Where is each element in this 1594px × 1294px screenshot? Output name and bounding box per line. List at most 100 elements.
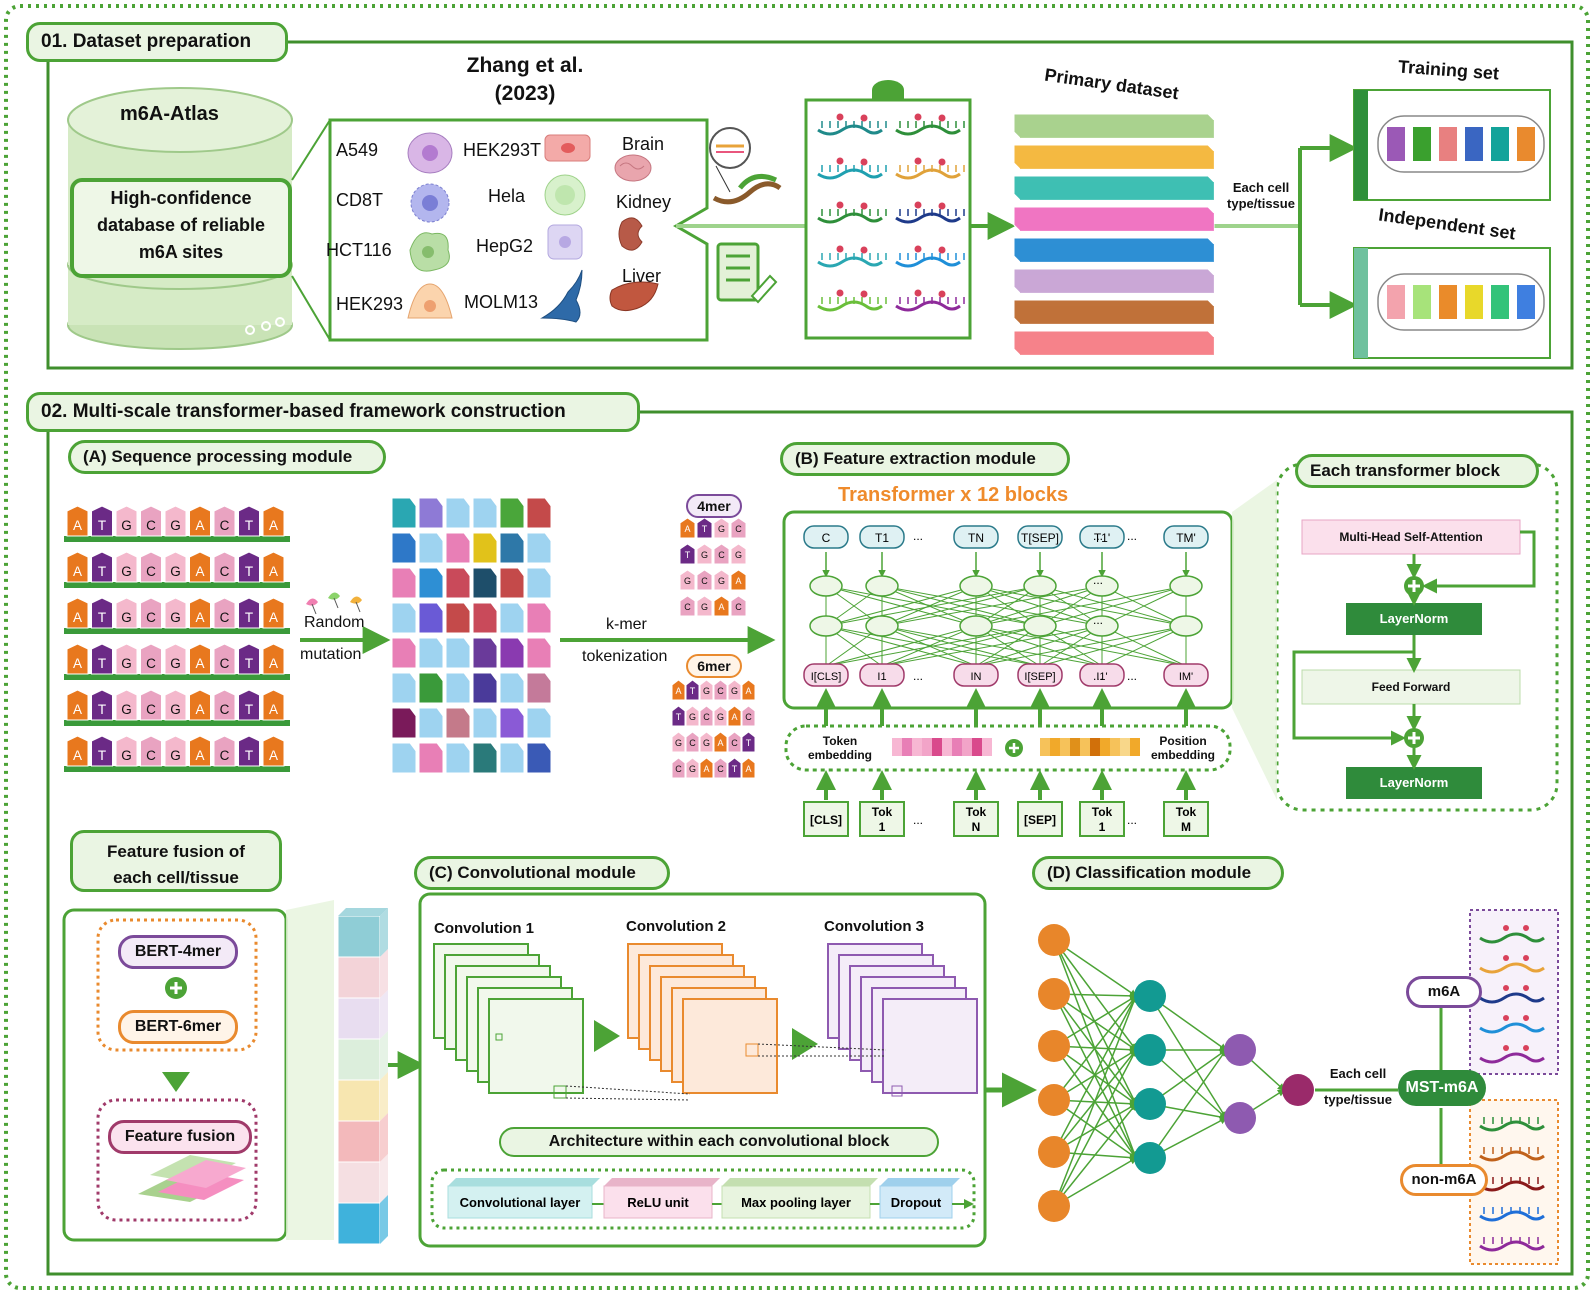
mutated-base	[499, 672, 525, 704]
mutated-base	[472, 532, 498, 564]
output-label: TN	[968, 531, 984, 545]
mutated-base	[526, 532, 552, 564]
plus-icon-glyph	[1009, 743, 1019, 753]
base-A-letter: A	[195, 564, 204, 579]
kmer4-base-letter: G	[684, 576, 691, 586]
position-embedding-cell	[1060, 738, 1070, 756]
kmer6-base	[727, 757, 742, 779]
conv-arrow	[792, 1028, 818, 1060]
kmer6-base-letter: A	[717, 738, 723, 748]
base-T	[91, 643, 113, 675]
kmer4-base-letter: G	[701, 550, 708, 560]
base-A	[262, 689, 285, 721]
kmer4-base-letter: C	[735, 524, 742, 534]
set-bar	[1517, 285, 1535, 319]
section1-title: 01. Dataset preparation	[26, 22, 288, 62]
conv-stacks	[433, 943, 978, 1101]
feature-cell	[337, 1202, 381, 1245]
m6a-mark	[1503, 955, 1509, 961]
output-node	[1163, 525, 1209, 549]
output-node	[953, 525, 999, 549]
token-box	[953, 801, 999, 837]
bert6-badge: BERT-6mer	[118, 1010, 238, 1044]
set-bar	[1439, 285, 1457, 319]
set-bar	[1439, 127, 1457, 161]
m6a-mark	[836, 157, 844, 165]
m6a-mark	[1503, 1015, 1509, 1021]
mutated-base	[391, 707, 417, 739]
m6a-mark	[860, 290, 868, 298]
kmer6-base-letter: G	[731, 686, 738, 696]
input-node	[1017, 663, 1063, 687]
m6a-badge: m6A	[1406, 976, 1482, 1008]
m6a-mark	[836, 113, 844, 121]
base-G-letter: G	[121, 564, 132, 579]
base-A	[189, 505, 211, 537]
feedforward-box	[1301, 669, 1521, 705]
base-A-letter: A	[73, 702, 82, 717]
mutated-base	[472, 707, 498, 739]
base-G	[164, 689, 187, 721]
attention-edge	[1039, 585, 1187, 627]
section2-box	[46, 410, 1574, 1276]
kmer6-base	[699, 705, 714, 727]
kmer6-base-letter: T	[732, 764, 738, 774]
base-A-letter: A	[73, 610, 82, 625]
base-A	[189, 643, 211, 675]
position-embedding-cell	[1090, 738, 1100, 756]
kmer4-base	[713, 543, 730, 565]
base-T-letter: T	[245, 748, 253, 763]
kmer6-base-letter: A	[745, 686, 751, 696]
token-label: [SEP]	[1024, 813, 1056, 827]
kmer6-base	[741, 705, 756, 727]
dataset-layer-face	[1020, 244, 1214, 262]
mutation-grid	[391, 497, 552, 774]
layer-label: Convolutional layer	[460, 1195, 581, 1210]
feature-cell-side	[380, 1154, 388, 1203]
fusion-badge: Feature fusion	[108, 1120, 252, 1154]
seq-backbone	[64, 720, 290, 726]
nn-input-node	[1038, 924, 1070, 956]
base-G	[115, 551, 138, 583]
cell-callout	[328, 118, 709, 342]
base-T-letter: T	[245, 610, 253, 625]
base-C	[140, 735, 162, 767]
base-C-letter: C	[146, 656, 156, 671]
input-node	[859, 663, 905, 687]
mutated-base	[472, 637, 498, 669]
token-box	[859, 801, 905, 837]
base-G	[115, 505, 138, 537]
outer-border	[4, 4, 1590, 1290]
base-A-letter: A	[269, 610, 278, 625]
kmer6-base-letter: C	[731, 738, 738, 748]
cell-hepg2-icon	[547, 224, 583, 260]
base-C	[140, 551, 162, 583]
nn-edge	[1053, 993, 1137, 1160]
token-embedding-line1: Token	[822, 734, 858, 748]
kmer4-base	[730, 569, 747, 591]
conv3-map	[882, 998, 978, 1094]
output-label: T[SEP]	[1021, 531, 1059, 545]
non-m6a-badge: non-m6A	[1400, 1164, 1488, 1196]
base-T-letter: T	[98, 518, 106, 533]
layer-0	[447, 1185, 593, 1219]
kmer6-base	[699, 731, 714, 753]
mutated-base	[418, 532, 444, 564]
kmer6-base	[685, 731, 700, 753]
base-C-letter: C	[220, 656, 230, 671]
mutated-base	[445, 672, 471, 704]
position-embedding-cell	[1070, 738, 1080, 756]
base-A-letter: A	[195, 656, 204, 671]
conv1-map	[488, 998, 584, 1094]
base-A-letter: A	[269, 748, 278, 763]
base-A	[262, 551, 285, 583]
m6a-mark	[1503, 925, 1509, 931]
token-embedding-cell	[922, 738, 932, 756]
set-bar	[1491, 127, 1509, 161]
kmer6-base-letter: T	[746, 738, 752, 748]
kmer4-base	[696, 595, 713, 617]
tissue-kidney: Kidney	[616, 192, 672, 212]
mutated-base	[445, 497, 471, 529]
nn-hidden-node	[1134, 1034, 1166, 1066]
set-bar	[1413, 285, 1431, 319]
